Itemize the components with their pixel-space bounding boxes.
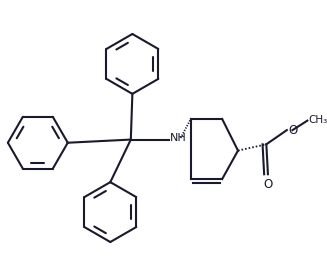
Text: O: O [263,178,272,191]
Text: O: O [288,124,298,137]
Text: CH₃: CH₃ [308,115,327,125]
Text: NH: NH [170,133,187,143]
